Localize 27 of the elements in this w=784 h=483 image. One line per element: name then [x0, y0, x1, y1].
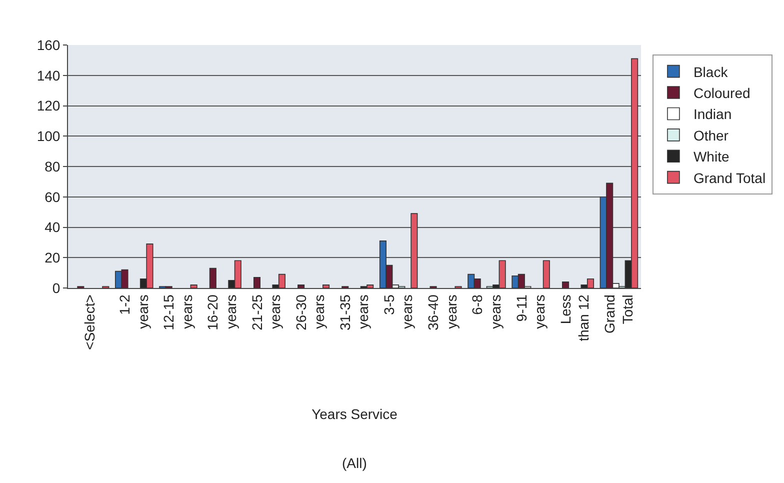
- legend-label: Grand Total: [693, 170, 766, 186]
- bar: [190, 284, 198, 288]
- bar: [209, 268, 216, 288]
- x-tick-label: 1-2 years: [116, 294, 151, 329]
- legend-label: Other: [693, 127, 729, 144]
- bar: [253, 276, 260, 288]
- text: (All): [342, 455, 367, 471]
- y-tick-label: 140: [36, 67, 60, 84]
- x-axis-title: Years Service: [312, 406, 398, 422]
- legend-label: Black: [693, 64, 729, 80]
- bar: [322, 284, 330, 288]
- legend-label: White: [693, 148, 730, 165]
- y-tick-label: 160: [36, 36, 60, 53]
- legend-label: Indian: [693, 106, 732, 122]
- bar: [298, 284, 305, 288]
- y-tick-label: 100: [36, 128, 60, 144]
- bar: [410, 213, 418, 288]
- y-tick-label: 120: [36, 98, 60, 114]
- y-tick-label: 20: [44, 250, 60, 266]
- bar: [542, 260, 550, 288]
- y-tick-label: 40: [44, 219, 60, 236]
- legend-label: Coloured: [693, 84, 750, 101]
- y-tick-label: 0: [52, 280, 60, 296]
- y-tick-label: 80: [44, 158, 60, 174]
- x-tick-label: <Select>: [82, 294, 98, 350]
- y-tick-label: 60: [44, 188, 60, 205]
- bar: [562, 282, 570, 288]
